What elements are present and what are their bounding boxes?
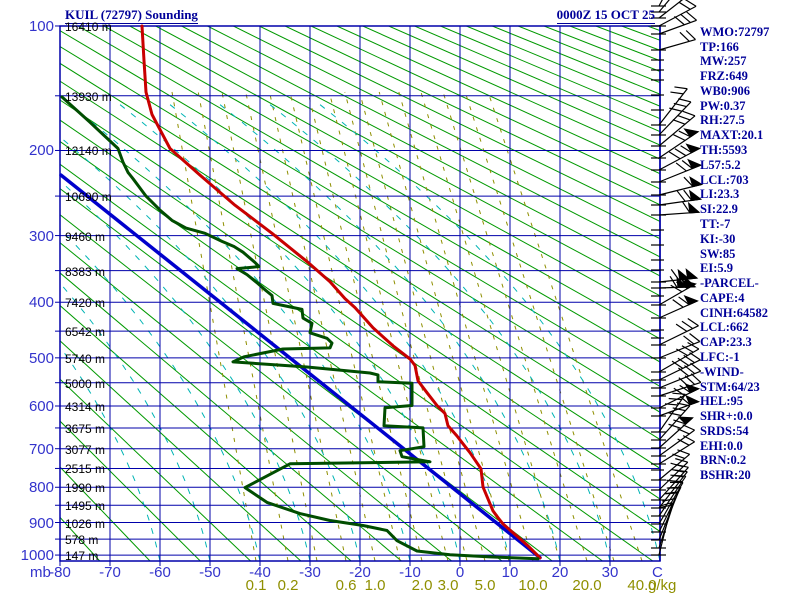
height-label: 1990 m: [65, 481, 106, 496]
pressure-tick-label: 600: [28, 397, 54, 415]
mixing-ratio-label: 3.0: [437, 577, 459, 594]
temp-tick-label: -70: [99, 564, 121, 581]
pressure-tick-label: 300: [28, 227, 54, 245]
temp-tick-label: 10: [501, 564, 519, 581]
height-label: 1026 m: [65, 516, 106, 531]
temp-tick-label: -80: [49, 564, 71, 581]
temperature-curve: [140, 24, 542, 560]
chart-date-label: 0000Z 15 OCT 25: [556, 7, 655, 24]
height-label: 4314 m: [65, 399, 106, 414]
height-label: 12140 m: [65, 144, 112, 159]
stats-line: LFC:-1: [700, 349, 740, 364]
stats-line: LCL:703: [700, 172, 749, 187]
stats-line: BSHR:20: [700, 468, 751, 483]
dewpoint-curve: [60, 95, 540, 561]
pressure-tick-label: 500: [28, 349, 54, 367]
temp-tick-label: -50: [199, 564, 221, 581]
height-label: 10690 m: [65, 190, 112, 205]
height-label: 147 m: [65, 549, 99, 564]
stats-line: KI:-30: [700, 231, 736, 246]
mixing-ratio-label: 10.0: [518, 577, 548, 594]
stats-line: -PARCEL-: [700, 276, 759, 291]
pressure-tick-label: 800: [28, 479, 54, 497]
pressure-unit-label: mb: [30, 564, 51, 581]
mixing-ratio-label: 20.0: [572, 577, 602, 594]
mixing-ratio-label: 1.0: [364, 577, 386, 594]
stats-line: HEL:95: [700, 394, 744, 409]
height-label: 13930 m: [65, 89, 112, 104]
stats-line: LCL:662: [700, 320, 749, 335]
stats-line: SI:22.9: [700, 202, 738, 217]
mixing-ratio-label: 0.6: [335, 577, 357, 594]
stats-line: SW:85: [700, 246, 736, 261]
mixing-unit-label: g/kg: [648, 577, 677, 594]
stats-line: EHI:0.0: [700, 438, 743, 453]
height-label: 6542 m: [65, 325, 106, 340]
stats-line: EI:5.9: [700, 261, 733, 276]
mixing-ratio-label: 0.2: [277, 577, 299, 594]
height-label: 3077 m: [65, 442, 106, 457]
stats-line: STM:64/23: [700, 379, 760, 394]
height-label: 5740 m: [65, 351, 106, 366]
temp-tick-label: -20: [349, 564, 371, 581]
stats-line: PW:0.37: [700, 98, 746, 113]
height-label: 7420 m: [65, 296, 106, 311]
stats-line: FRZ:649: [700, 69, 748, 84]
wind-barbs: [651, 0, 704, 556]
temp-tick-label: -60: [149, 564, 171, 581]
stats-line: TT:-7: [700, 216, 731, 231]
mixing-ratio-label: 0.1: [245, 577, 267, 594]
height-label: 3675 m: [65, 421, 106, 436]
temp-tick-label: -40: [249, 564, 271, 581]
pressure-tick-label: 700: [28, 440, 54, 458]
stats-line: L57:5.2: [700, 157, 741, 172]
pressure-tick-label: 1000: [20, 547, 54, 565]
stats-line: -WIND-: [700, 364, 744, 379]
height-label: 578 m: [65, 533, 99, 548]
pressure-tick-label: 200: [28, 142, 54, 160]
pressure-tick-label: 400: [28, 294, 54, 312]
height-label: 1495 m: [65, 499, 106, 514]
height-label: 16410 m: [65, 19, 112, 34]
height-label: 5000 m: [65, 376, 106, 391]
stats-line: WMO:72797: [700, 24, 770, 39]
stats-line: TH:5593: [700, 143, 748, 158]
stats-line: SRDS:54: [700, 423, 749, 438]
mixing-ratio-label: 2.0: [411, 577, 433, 594]
temp-tick-label: 30: [601, 564, 619, 581]
stats-line: WB0:906: [700, 83, 750, 98]
height-label: 9460 m: [65, 229, 106, 244]
temp-tick-label: -30: [299, 564, 321, 581]
temp-tick-label: 20: [551, 564, 569, 581]
temp-unit-label: C: [652, 564, 663, 581]
stats-line: LI:23.3: [700, 187, 740, 202]
stats-line: CAPE:4: [700, 290, 745, 305]
stats-line: SHR+:0.0: [700, 409, 753, 424]
temp-tick-label: -10: [399, 564, 421, 581]
temp-tick-label: 0: [455, 564, 465, 581]
mixing-ratio-label: 5.0: [474, 577, 496, 594]
stats-line: CAP:23.3: [700, 335, 752, 350]
mixing-ratio-label: 40.0: [627, 577, 657, 594]
stats-line: RH:27.5: [700, 113, 745, 128]
stats-line: TP:166: [700, 39, 739, 54]
chart-title: KUIL (72797) Sounding: [65, 7, 198, 24]
stats-line: MAXT:20.1: [700, 128, 764, 143]
pressure-tick-label: 100: [28, 17, 54, 35]
pressure-tick-label: 900: [28, 514, 54, 532]
height-label: 2515 m: [65, 462, 106, 477]
height-label: 8383 m: [65, 264, 106, 279]
stats-line: CINH:64582: [700, 305, 769, 320]
stats-line: MW:257: [700, 54, 747, 69]
stats-line: BRN:0.2: [700, 453, 747, 468]
